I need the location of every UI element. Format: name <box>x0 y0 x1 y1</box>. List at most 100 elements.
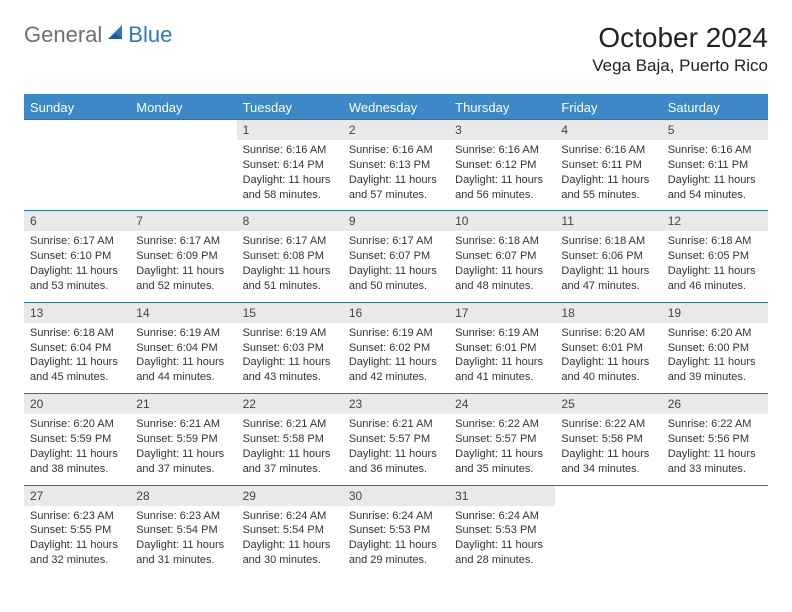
sunset-text: Sunset: 6:11 PM <box>668 158 762 173</box>
sunrise-text: Sunrise: 6:22 AM <box>455 417 549 432</box>
sunset-text: Sunset: 5:57 PM <box>455 432 549 447</box>
day-info-cell: Sunrise: 6:16 AMSunset: 6:11 PMDaylight:… <box>555 140 661 211</box>
sunrise-text: Sunrise: 6:22 AM <box>561 417 655 432</box>
day-number: 6 <box>30 214 37 228</box>
sunrise-text: Sunrise: 6:24 AM <box>455 509 549 524</box>
day-info-cell <box>662 506 768 576</box>
daynum-row: 20212223242526 <box>24 394 768 415</box>
sunrise-text: Sunrise: 6:18 AM <box>561 234 655 249</box>
daylight-text: Daylight: 11 hours and 29 minutes. <box>349 538 443 568</box>
day-number: 20 <box>30 397 43 411</box>
day-info-cell: Sunrise: 6:16 AMSunset: 6:12 PMDaylight:… <box>449 140 555 211</box>
day-info-cell: Sunrise: 6:19 AMSunset: 6:03 PMDaylight:… <box>237 323 343 394</box>
day-number: 15 <box>243 306 256 320</box>
daylight-text: Daylight: 11 hours and 47 minutes. <box>561 264 655 294</box>
sunrise-text: Sunrise: 6:18 AM <box>30 326 124 341</box>
day-number-cell: 26 <box>662 394 768 415</box>
day-info-cell <box>555 506 661 576</box>
day-info-cell: Sunrise: 6:16 AMSunset: 6:13 PMDaylight:… <box>343 140 449 211</box>
calendar-table: Sunday Monday Tuesday Wednesday Thursday… <box>24 94 768 576</box>
day-number-cell: 15 <box>237 302 343 323</box>
sunset-text: Sunset: 6:00 PM <box>668 341 762 356</box>
sunset-text: Sunset: 5:55 PM <box>30 523 124 538</box>
day-number-cell: 10 <box>449 211 555 232</box>
sunset-text: Sunset: 6:13 PM <box>349 158 443 173</box>
day-number: 31 <box>455 489 468 503</box>
daylight-text: Daylight: 11 hours and 38 minutes. <box>30 447 124 477</box>
sunset-text: Sunset: 5:54 PM <box>136 523 230 538</box>
logo-text-general: General <box>24 22 102 48</box>
day-number: 16 <box>349 306 362 320</box>
daylight-text: Daylight: 11 hours and 32 minutes. <box>30 538 124 568</box>
day-info-cell: Sunrise: 6:18 AMSunset: 6:04 PMDaylight:… <box>24 323 130 394</box>
sunrise-text: Sunrise: 6:24 AM <box>243 509 337 524</box>
sunrise-text: Sunrise: 6:23 AM <box>30 509 124 524</box>
logo-sail-icon <box>106 23 126 48</box>
day-number: 3 <box>455 123 462 137</box>
day-info-cell: Sunrise: 6:22 AMSunset: 5:56 PMDaylight:… <box>662 414 768 485</box>
day-number-cell: 1 <box>237 120 343 141</box>
info-row: Sunrise: 6:20 AMSunset: 5:59 PMDaylight:… <box>24 414 768 485</box>
sunrise-text: Sunrise: 6:17 AM <box>30 234 124 249</box>
day-number-cell <box>555 485 661 506</box>
day-number: 2 <box>349 123 356 137</box>
daylight-text: Daylight: 11 hours and 45 minutes. <box>30 355 124 385</box>
daylight-text: Daylight: 11 hours and 35 minutes. <box>455 447 549 477</box>
day-info-cell: Sunrise: 6:18 AMSunset: 6:05 PMDaylight:… <box>662 231 768 302</box>
daylight-text: Daylight: 11 hours and 30 minutes. <box>243 538 337 568</box>
day-number: 30 <box>349 489 362 503</box>
page-header: General Blue October 2024 Vega Baja, Pue… <box>24 22 768 76</box>
day-info-cell: Sunrise: 6:21 AMSunset: 5:59 PMDaylight:… <box>130 414 236 485</box>
daylight-text: Daylight: 11 hours and 28 minutes. <box>455 538 549 568</box>
sunset-text: Sunset: 5:56 PM <box>668 432 762 447</box>
day-number-cell: 20 <box>24 394 130 415</box>
day-info-cell: Sunrise: 6:16 AMSunset: 6:14 PMDaylight:… <box>237 140 343 211</box>
day-number-cell: 11 <box>555 211 661 232</box>
day-number-cell: 31 <box>449 485 555 506</box>
day-info-cell: Sunrise: 6:21 AMSunset: 5:58 PMDaylight:… <box>237 414 343 485</box>
day-number-cell: 5 <box>662 120 768 141</box>
day-number: 26 <box>668 397 681 411</box>
sunrise-text: Sunrise: 6:16 AM <box>668 143 762 158</box>
sunset-text: Sunset: 6:10 PM <box>30 249 124 264</box>
day-info-cell: Sunrise: 6:24 AMSunset: 5:53 PMDaylight:… <box>449 506 555 576</box>
daynum-row: 12345 <box>24 120 768 141</box>
sunset-text: Sunset: 6:02 PM <box>349 341 443 356</box>
day-number-cell: 2 <box>343 120 449 141</box>
sunrise-text: Sunrise: 6:17 AM <box>136 234 230 249</box>
day-number-cell: 9 <box>343 211 449 232</box>
day-number-cell: 21 <box>130 394 236 415</box>
day-number-cell: 16 <box>343 302 449 323</box>
sunset-text: Sunset: 6:11 PM <box>561 158 655 173</box>
day-info-cell: Sunrise: 6:20 AMSunset: 6:00 PMDaylight:… <box>662 323 768 394</box>
day-number: 12 <box>668 214 681 228</box>
sunset-text: Sunset: 6:08 PM <box>243 249 337 264</box>
day-number: 14 <box>136 306 149 320</box>
sunset-text: Sunset: 5:53 PM <box>455 523 549 538</box>
info-row: Sunrise: 6:23 AMSunset: 5:55 PMDaylight:… <box>24 506 768 576</box>
day-number: 10 <box>455 214 468 228</box>
day-number-cell: 24 <box>449 394 555 415</box>
daylight-text: Daylight: 11 hours and 56 minutes. <box>455 173 549 203</box>
day-number-cell: 30 <box>343 485 449 506</box>
day-number: 25 <box>561 397 574 411</box>
day-number-cell: 7 <box>130 211 236 232</box>
sunrise-text: Sunrise: 6:19 AM <box>455 326 549 341</box>
sunset-text: Sunset: 6:01 PM <box>455 341 549 356</box>
sunrise-text: Sunrise: 6:19 AM <box>243 326 337 341</box>
sunrise-text: Sunrise: 6:17 AM <box>243 234 337 249</box>
day-info-cell: Sunrise: 6:24 AMSunset: 5:54 PMDaylight:… <box>237 506 343 576</box>
sunset-text: Sunset: 6:12 PM <box>455 158 549 173</box>
location: Vega Baja, Puerto Rico <box>592 56 768 76</box>
daylight-text: Daylight: 11 hours and 37 minutes. <box>243 447 337 477</box>
sunrise-text: Sunrise: 6:21 AM <box>243 417 337 432</box>
day-info-cell: Sunrise: 6:18 AMSunset: 6:07 PMDaylight:… <box>449 231 555 302</box>
day-info-cell <box>130 140 236 211</box>
info-row: Sunrise: 6:18 AMSunset: 6:04 PMDaylight:… <box>24 323 768 394</box>
day-info-cell: Sunrise: 6:22 AMSunset: 5:56 PMDaylight:… <box>555 414 661 485</box>
daylight-text: Daylight: 11 hours and 57 minutes. <box>349 173 443 203</box>
sunset-text: Sunset: 6:05 PM <box>668 249 762 264</box>
daylight-text: Daylight: 11 hours and 41 minutes. <box>455 355 549 385</box>
day-info-cell: Sunrise: 6:20 AMSunset: 5:59 PMDaylight:… <box>24 414 130 485</box>
day-info-cell: Sunrise: 6:19 AMSunset: 6:02 PMDaylight:… <box>343 323 449 394</box>
